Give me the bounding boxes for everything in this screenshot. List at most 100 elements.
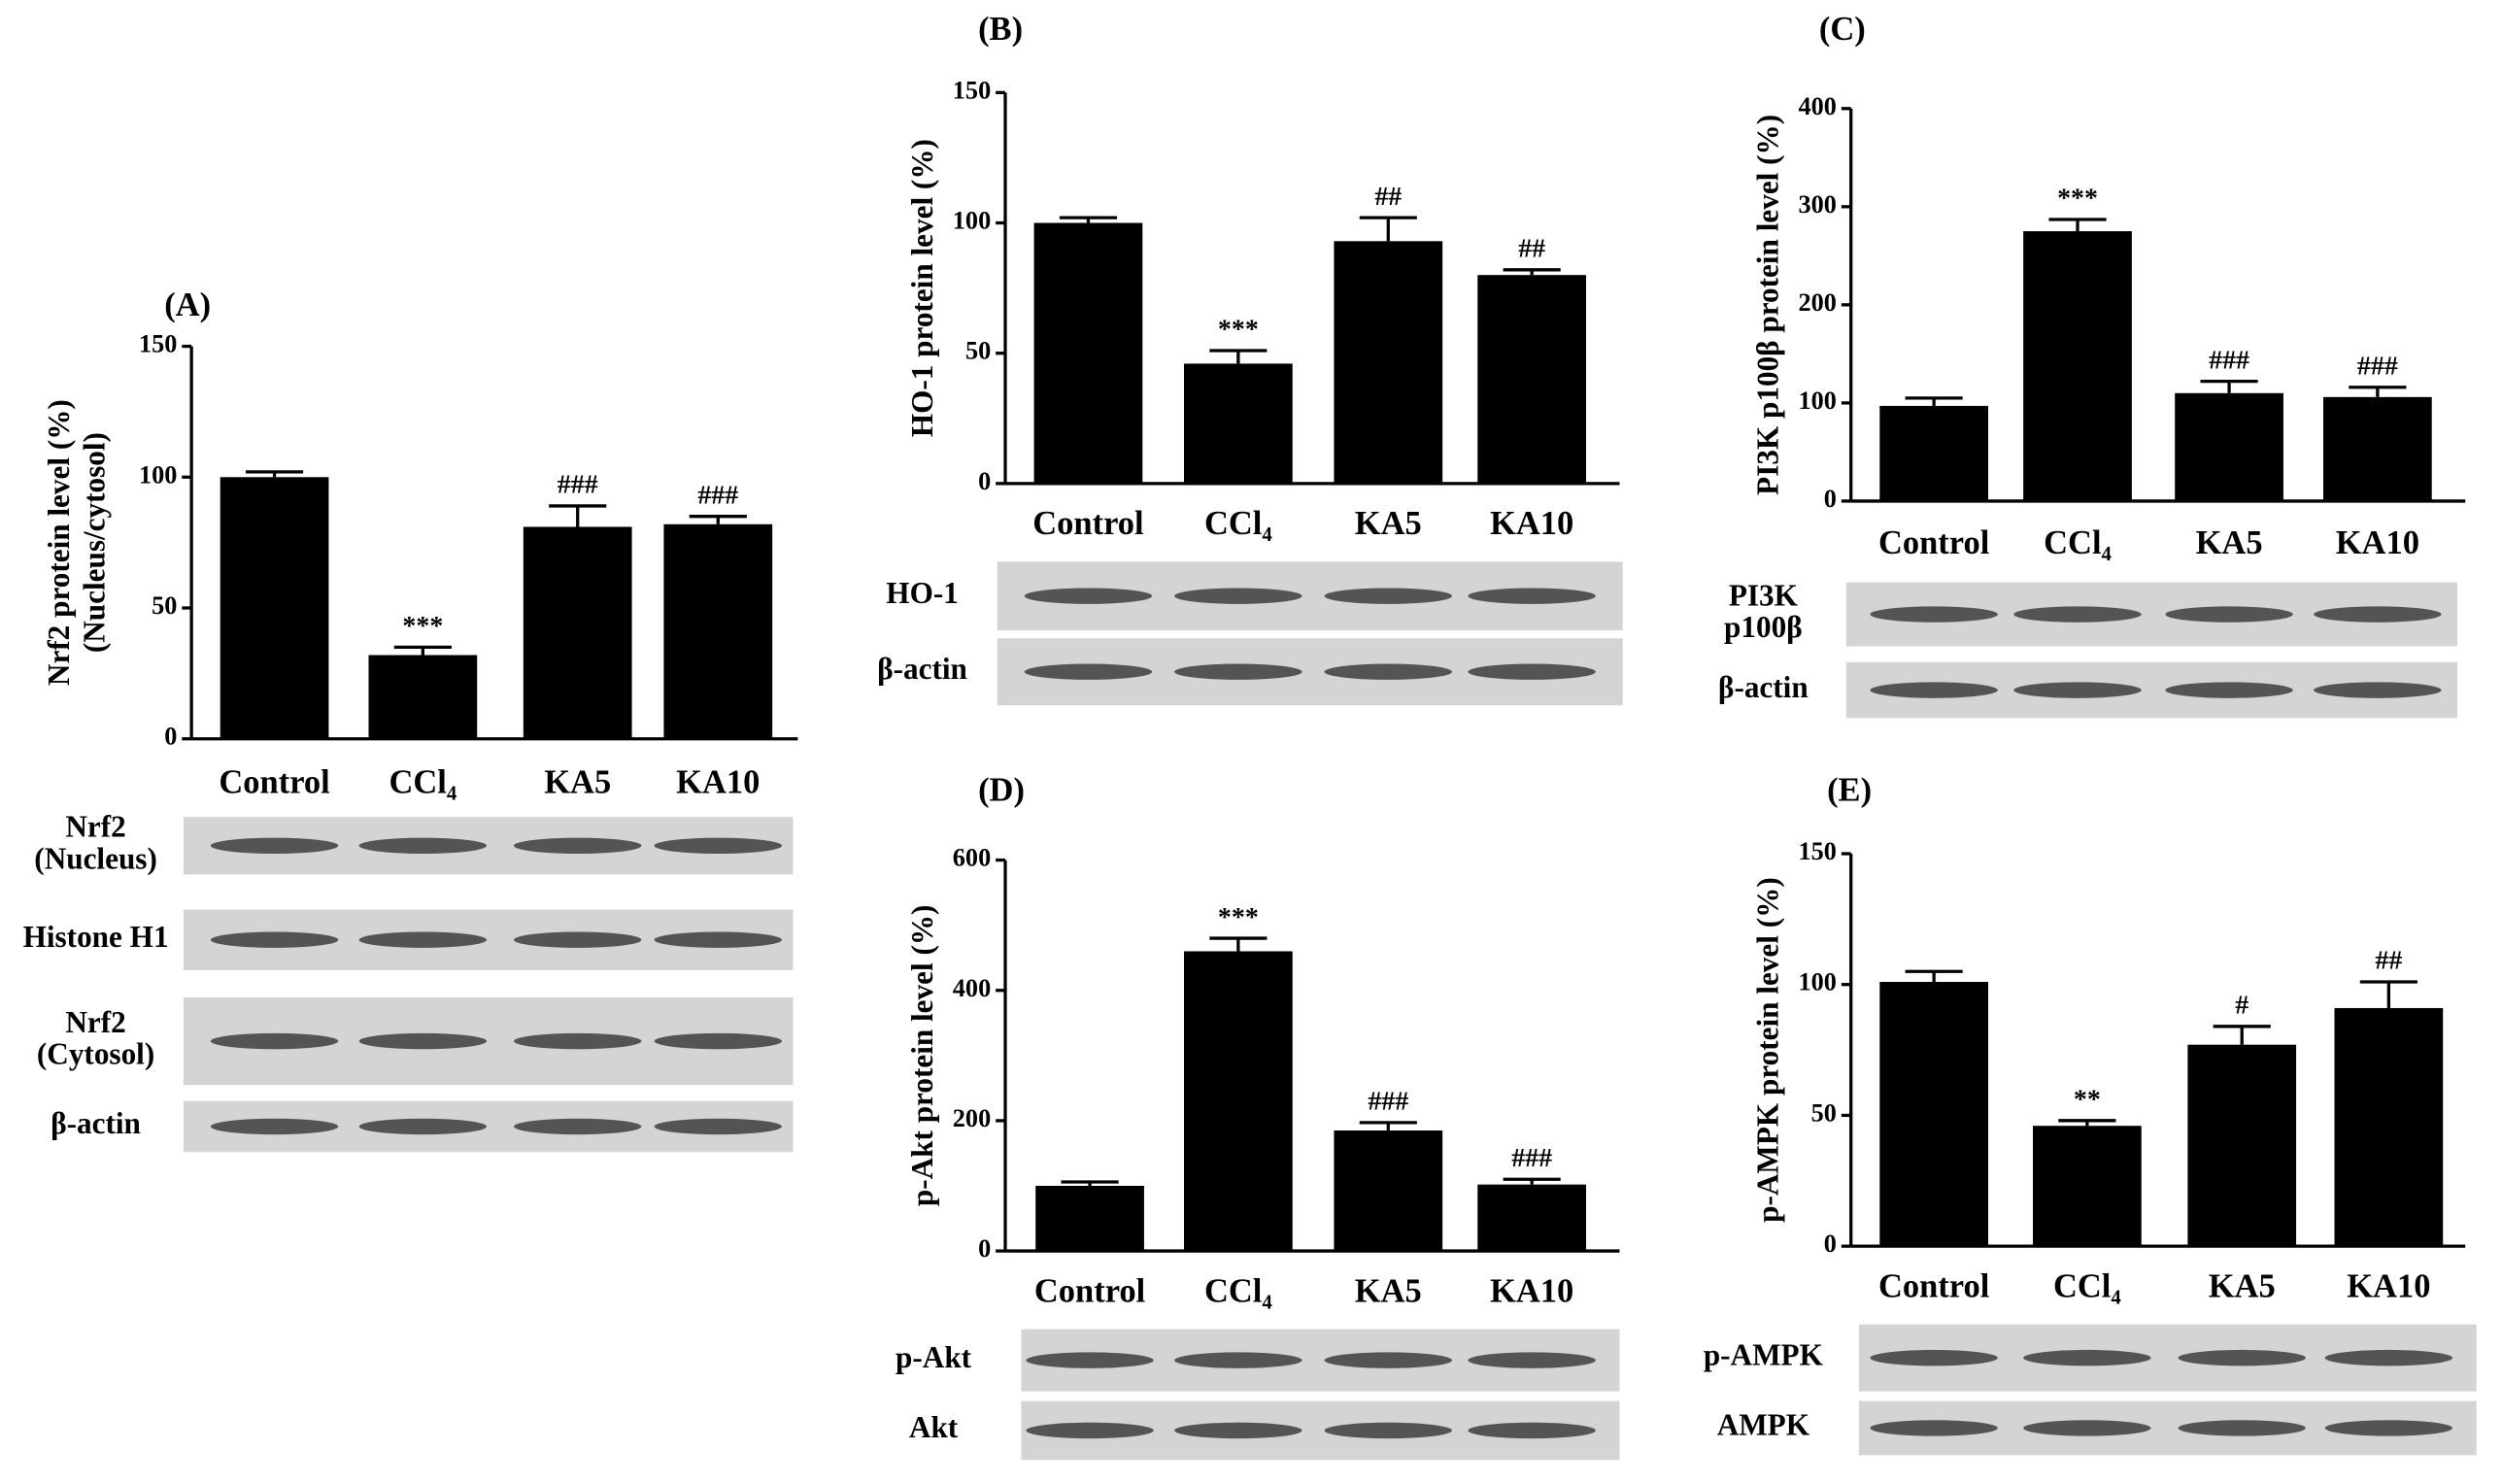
blot-label: β-actin — [51, 1106, 141, 1140]
error-bar — [2359, 980, 2417, 1008]
blot-label: AMPK — [1717, 1408, 1810, 1442]
bar — [1033, 222, 1143, 484]
error-bar — [1359, 216, 1417, 242]
y-tick-label: 0 — [978, 1234, 991, 1263]
y-tick-label: 0 — [164, 723, 177, 751]
x-tick-label: KA10 — [2336, 524, 2419, 561]
significance-label: ### — [1368, 1087, 1408, 1117]
bar — [1334, 241, 1443, 484]
y-tick-label: 300 — [1799, 190, 1837, 219]
blot-band — [1026, 1422, 1154, 1439]
bar — [1184, 951, 1293, 1252]
blot-band — [358, 837, 488, 854]
blot-band — [2165, 606, 2293, 623]
significance-label: ### — [697, 480, 738, 510]
blot-band — [2178, 1349, 2306, 1366]
y-axis-label: HO-1 protein level (%) — [905, 139, 939, 437]
blot-band — [654, 837, 782, 854]
blot-band — [1870, 1420, 1998, 1436]
x-tick-label: KA5 — [2209, 1267, 2276, 1304]
blot-band — [2165, 682, 2293, 698]
error-bar — [1905, 396, 1963, 406]
y-tick-label: 150 — [139, 330, 177, 358]
y-tick-label: 200 — [953, 1104, 991, 1132]
bar — [2023, 231, 2132, 501]
significance-label: *** — [2057, 184, 2098, 214]
x-tick-label: CCl₄ — [2053, 1267, 2121, 1304]
blot-band — [654, 1032, 782, 1050]
x-tick-label: KA5 — [1355, 505, 1422, 542]
x-tick-label: Control — [1878, 524, 1989, 561]
error-bar — [2349, 386, 2407, 397]
blot-band — [2324, 1420, 2453, 1436]
significance-label: ### — [2357, 351, 2398, 381]
bar — [2187, 1044, 2297, 1247]
blot-band — [2013, 606, 2142, 623]
significance-label: ## — [1374, 182, 1402, 212]
blot-band — [1174, 588, 1302, 604]
significance-label: ### — [2209, 345, 2249, 375]
blot-band — [514, 1118, 642, 1135]
bar — [220, 477, 329, 739]
y-axis-label: Nrf2 protein level (%) — [42, 399, 76, 686]
error-bar — [1503, 1177, 1561, 1185]
y-tick-label: 100 — [1799, 968, 1837, 996]
blot-band — [654, 1118, 782, 1135]
blot-band — [1468, 663, 1596, 680]
blot-label: (Nucleus) — [34, 841, 157, 875]
bar — [1477, 1184, 1586, 1252]
x-tick-label: Control — [1034, 1272, 1145, 1309]
bar — [1477, 275, 1586, 484]
blot-band — [2314, 606, 2442, 623]
y-tick-label: 100 — [953, 207, 991, 235]
x-tick-label: KA5 — [544, 763, 611, 800]
x-tick-label: KA10 — [1490, 505, 1573, 542]
blot-band — [210, 1118, 339, 1135]
significance-label: ## — [1518, 234, 1545, 264]
y-axis-label: p-AMPK protein level (%) — [1751, 877, 1785, 1223]
y-tick-label: 0 — [1824, 1230, 1837, 1258]
bar — [2175, 392, 2283, 501]
blot-band — [210, 837, 339, 854]
blot-label: Akt — [909, 1410, 959, 1444]
x-tick-label: Control — [1032, 505, 1143, 542]
blot-band — [210, 931, 339, 948]
y-tick-label: 150 — [1799, 837, 1837, 865]
error-bar — [1359, 1121, 1417, 1130]
blot-label: p-Akt — [896, 1340, 972, 1374]
blot-label: Histone H1 — [23, 920, 169, 954]
significance-label: *** — [1218, 315, 1259, 345]
panel-title: (E) — [1827, 771, 1872, 808]
blot-label: (Cytosol) — [37, 1037, 154, 1071]
significance-label: ### — [558, 470, 598, 500]
blot-band — [1324, 663, 1452, 680]
error-bar — [2213, 1025, 2271, 1045]
y-tick-label: 50 — [1811, 1098, 1837, 1127]
blot-band — [2314, 682, 2442, 698]
error-bar — [1209, 936, 1268, 952]
significance-label: ** — [2074, 1085, 2101, 1115]
blot-band — [1026, 1352, 1154, 1368]
bar — [1334, 1130, 1443, 1252]
bar — [663, 523, 773, 739]
error-bar — [246, 470, 304, 478]
significance-label: *** — [402, 611, 443, 641]
blot-band — [210, 1032, 339, 1050]
blot-label: Nrf2 — [65, 1005, 125, 1039]
bar — [1879, 982, 1988, 1247]
blot-label: Nrf2 — [65, 810, 125, 844]
y-axis-label: PI3K p100β protein level (%) — [1751, 115, 1785, 495]
blot-band — [1324, 1352, 1452, 1368]
error-bar — [1905, 969, 1963, 983]
significance-label: # — [2235, 991, 2248, 1021]
error-bar — [2048, 218, 2107, 232]
x-tick-label: KA10 — [1490, 1272, 1573, 1309]
significance-label: ### — [1511, 1143, 1552, 1173]
blot-band — [358, 931, 488, 948]
bar — [1035, 1185, 1144, 1252]
error-bar — [689, 515, 747, 524]
bar — [523, 526, 632, 739]
bar — [1879, 405, 1988, 501]
x-tick-label: Control — [1878, 1267, 1989, 1304]
